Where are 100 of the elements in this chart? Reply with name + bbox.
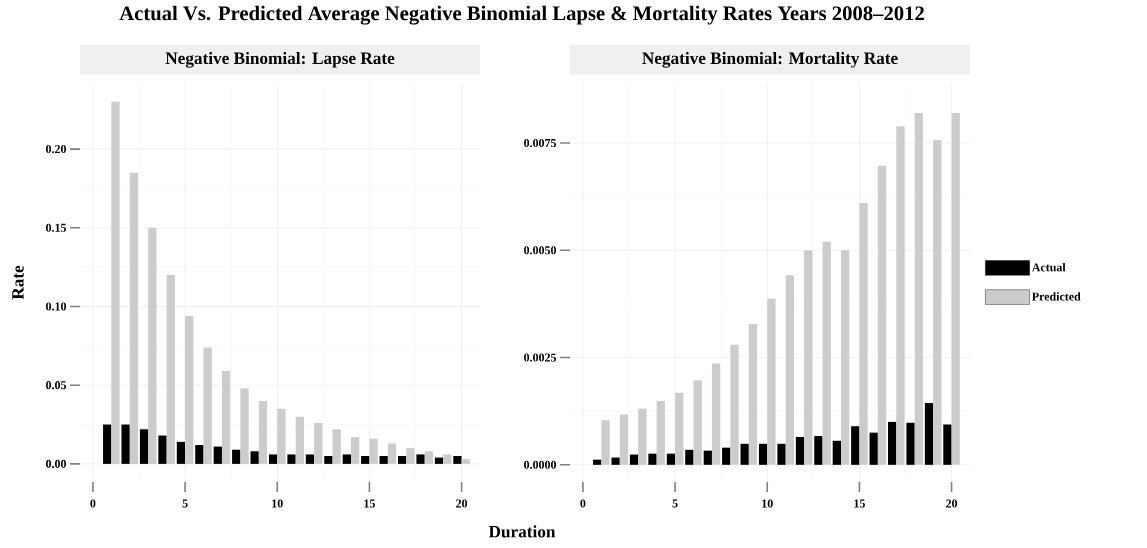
bar xyxy=(240,388,249,464)
bar xyxy=(785,275,794,465)
bar xyxy=(638,408,647,465)
bar xyxy=(268,454,278,464)
x-tick-label: 0 xyxy=(90,499,96,508)
bar xyxy=(185,315,194,464)
bar xyxy=(416,454,425,464)
bar xyxy=(258,400,268,464)
bar xyxy=(424,451,434,464)
x-tick-label: 20 xyxy=(946,499,958,508)
bar xyxy=(361,456,370,464)
bar xyxy=(139,429,149,464)
bar xyxy=(232,449,241,464)
bar xyxy=(277,408,286,464)
bar xyxy=(213,446,222,464)
y-tick-label: 0.20 xyxy=(46,145,67,154)
bar xyxy=(387,443,397,464)
bar xyxy=(121,424,130,464)
bar xyxy=(896,126,905,465)
bar xyxy=(350,437,360,464)
bar xyxy=(758,443,768,465)
legend-label: Actual xyxy=(1031,263,1066,272)
bar xyxy=(601,420,610,465)
bar xyxy=(158,435,167,464)
x-tick-label: 0 xyxy=(580,499,586,508)
bar xyxy=(795,436,805,465)
x-tick-label: 5 xyxy=(182,499,188,508)
bar xyxy=(924,403,934,465)
bar xyxy=(369,438,378,464)
bar xyxy=(166,275,175,464)
bar xyxy=(648,453,657,465)
chart-subtitle: Negative Binomial: Lapse Rate xyxy=(165,51,395,68)
bar xyxy=(859,203,868,465)
y-tick-label: 0.05 xyxy=(46,381,67,390)
y-tick-label: 0.00 xyxy=(46,459,67,468)
bar xyxy=(951,113,960,465)
bar xyxy=(822,241,831,465)
bar xyxy=(461,459,470,464)
bar xyxy=(933,140,942,465)
bar xyxy=(777,443,786,465)
bar xyxy=(906,422,915,465)
bar xyxy=(748,324,758,465)
bar xyxy=(593,459,602,465)
x-tick-label: 15 xyxy=(854,499,865,508)
bar xyxy=(203,347,212,464)
bar xyxy=(629,454,639,465)
bar xyxy=(195,445,204,464)
bar xyxy=(887,421,897,465)
bar xyxy=(840,250,850,465)
bar xyxy=(814,436,823,465)
bar xyxy=(453,456,462,464)
y-tick-label: 0.0000 xyxy=(524,460,557,469)
bar xyxy=(722,447,731,465)
bar xyxy=(314,422,323,464)
bar xyxy=(851,426,860,465)
bar xyxy=(832,440,841,465)
bar xyxy=(379,456,388,464)
bar xyxy=(250,451,259,464)
y-tick-label: 0.0025 xyxy=(524,353,557,362)
y-tick-label: 0.10 xyxy=(46,302,67,311)
bar xyxy=(221,371,231,464)
bar xyxy=(656,400,665,465)
bar xyxy=(767,298,776,465)
y-tick-label: 0.15 xyxy=(46,223,67,232)
y-tick-label: 0.0050 xyxy=(524,246,557,255)
bar xyxy=(619,414,629,465)
bar xyxy=(148,227,157,464)
bar xyxy=(295,416,304,464)
x-axis-title: Duration xyxy=(488,525,556,538)
x-tick-label: 20 xyxy=(456,499,468,508)
bar xyxy=(305,454,315,464)
bar xyxy=(176,441,186,464)
x-tick-label: 10 xyxy=(272,499,283,508)
y-tick-label: 0.0075 xyxy=(524,138,557,148)
chart-subtitle: Negative Binomial: Mortality Rate xyxy=(642,51,898,68)
bar xyxy=(730,344,739,465)
bar xyxy=(103,424,112,464)
bar xyxy=(675,392,684,465)
bar xyxy=(693,380,702,465)
bar xyxy=(703,450,712,465)
bar xyxy=(434,457,444,464)
bar xyxy=(740,443,749,465)
bar xyxy=(666,453,676,465)
bar xyxy=(611,457,620,465)
bar xyxy=(406,448,415,464)
bar xyxy=(324,456,333,464)
bar xyxy=(443,454,452,464)
x-tick-label: 5 xyxy=(672,499,678,508)
text: Actual Vs. Predicted Average Negative Binomial Lapse & Mortality Rates Years 2008–2012 xyxy=(119,5,924,25)
bar xyxy=(332,429,341,464)
x-tick-label: 15 xyxy=(364,499,375,508)
bar xyxy=(129,172,139,464)
bar xyxy=(877,165,887,465)
bar xyxy=(342,454,351,464)
bar xyxy=(711,363,721,465)
bar xyxy=(914,113,924,465)
bar xyxy=(869,432,878,465)
x-tick-label: 10 xyxy=(762,499,773,508)
legend-label: Predicted xyxy=(1032,292,1081,301)
bar xyxy=(685,449,694,465)
